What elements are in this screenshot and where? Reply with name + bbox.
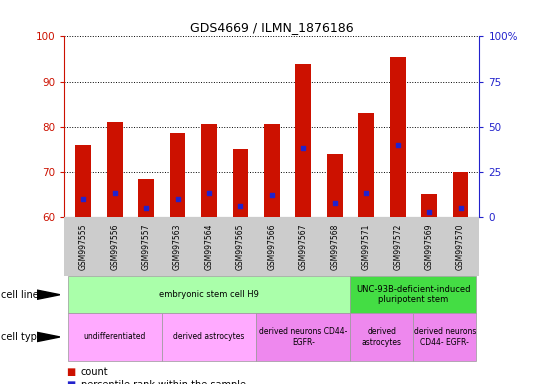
Polygon shape xyxy=(37,332,60,342)
Bar xyxy=(201,124,217,217)
Bar xyxy=(453,172,468,217)
Point xyxy=(79,196,88,202)
Bar xyxy=(233,149,248,217)
Bar xyxy=(138,179,154,217)
Bar xyxy=(75,145,91,217)
Text: GSM997569: GSM997569 xyxy=(425,223,434,270)
Text: count: count xyxy=(81,367,109,377)
Text: cell type: cell type xyxy=(1,332,43,342)
Point xyxy=(330,199,339,205)
Text: ■: ■ xyxy=(67,380,76,384)
Text: GSM997571: GSM997571 xyxy=(361,223,371,270)
Point xyxy=(362,190,371,197)
Text: derived
astrocytes: derived astrocytes xyxy=(362,327,402,347)
Point xyxy=(268,192,276,199)
Bar xyxy=(295,64,311,217)
Polygon shape xyxy=(37,290,60,300)
Text: GSM997570: GSM997570 xyxy=(456,223,465,270)
Bar xyxy=(264,124,280,217)
Point xyxy=(456,205,465,211)
Text: derived neurons CD44-
EGFR-: derived neurons CD44- EGFR- xyxy=(259,327,348,347)
Text: GSM997555: GSM997555 xyxy=(79,223,88,270)
Text: derived neurons
CD44- EGFR-: derived neurons CD44- EGFR- xyxy=(414,327,476,347)
Bar xyxy=(107,122,123,217)
Text: percentile rank within the sample: percentile rank within the sample xyxy=(81,380,246,384)
Text: undifferentiated: undifferentiated xyxy=(84,333,146,341)
Text: GSM997566: GSM997566 xyxy=(268,223,276,270)
Text: GSM997567: GSM997567 xyxy=(299,223,308,270)
Text: GSM997572: GSM997572 xyxy=(393,223,402,270)
Text: GSM997563: GSM997563 xyxy=(173,223,182,270)
Point xyxy=(393,142,402,148)
Text: embryonic stem cell H9: embryonic stem cell H9 xyxy=(159,290,259,299)
Text: GSM997568: GSM997568 xyxy=(330,223,339,270)
Point xyxy=(110,190,119,197)
Text: cell line: cell line xyxy=(1,290,38,300)
Text: UNC-93B-deficient-induced
pluripotent stem: UNC-93B-deficient-induced pluripotent st… xyxy=(356,285,471,305)
Point xyxy=(299,145,308,151)
Bar xyxy=(358,113,374,217)
Text: GSM997557: GSM997557 xyxy=(141,223,151,270)
Text: GSM997564: GSM997564 xyxy=(205,223,213,270)
Bar xyxy=(390,57,406,217)
Title: GDS4669 / ILMN_1876186: GDS4669 / ILMN_1876186 xyxy=(190,21,354,34)
Point xyxy=(205,190,213,197)
Text: GSM997565: GSM997565 xyxy=(236,223,245,270)
Bar xyxy=(170,134,186,217)
Point xyxy=(173,196,182,202)
Text: GSM997556: GSM997556 xyxy=(110,223,119,270)
Point xyxy=(425,209,434,215)
Point xyxy=(142,205,151,211)
Text: ■: ■ xyxy=(67,367,76,377)
Text: derived astrocytes: derived astrocytes xyxy=(173,333,245,341)
Bar xyxy=(421,194,437,217)
Point xyxy=(236,203,245,209)
Bar xyxy=(327,154,343,217)
